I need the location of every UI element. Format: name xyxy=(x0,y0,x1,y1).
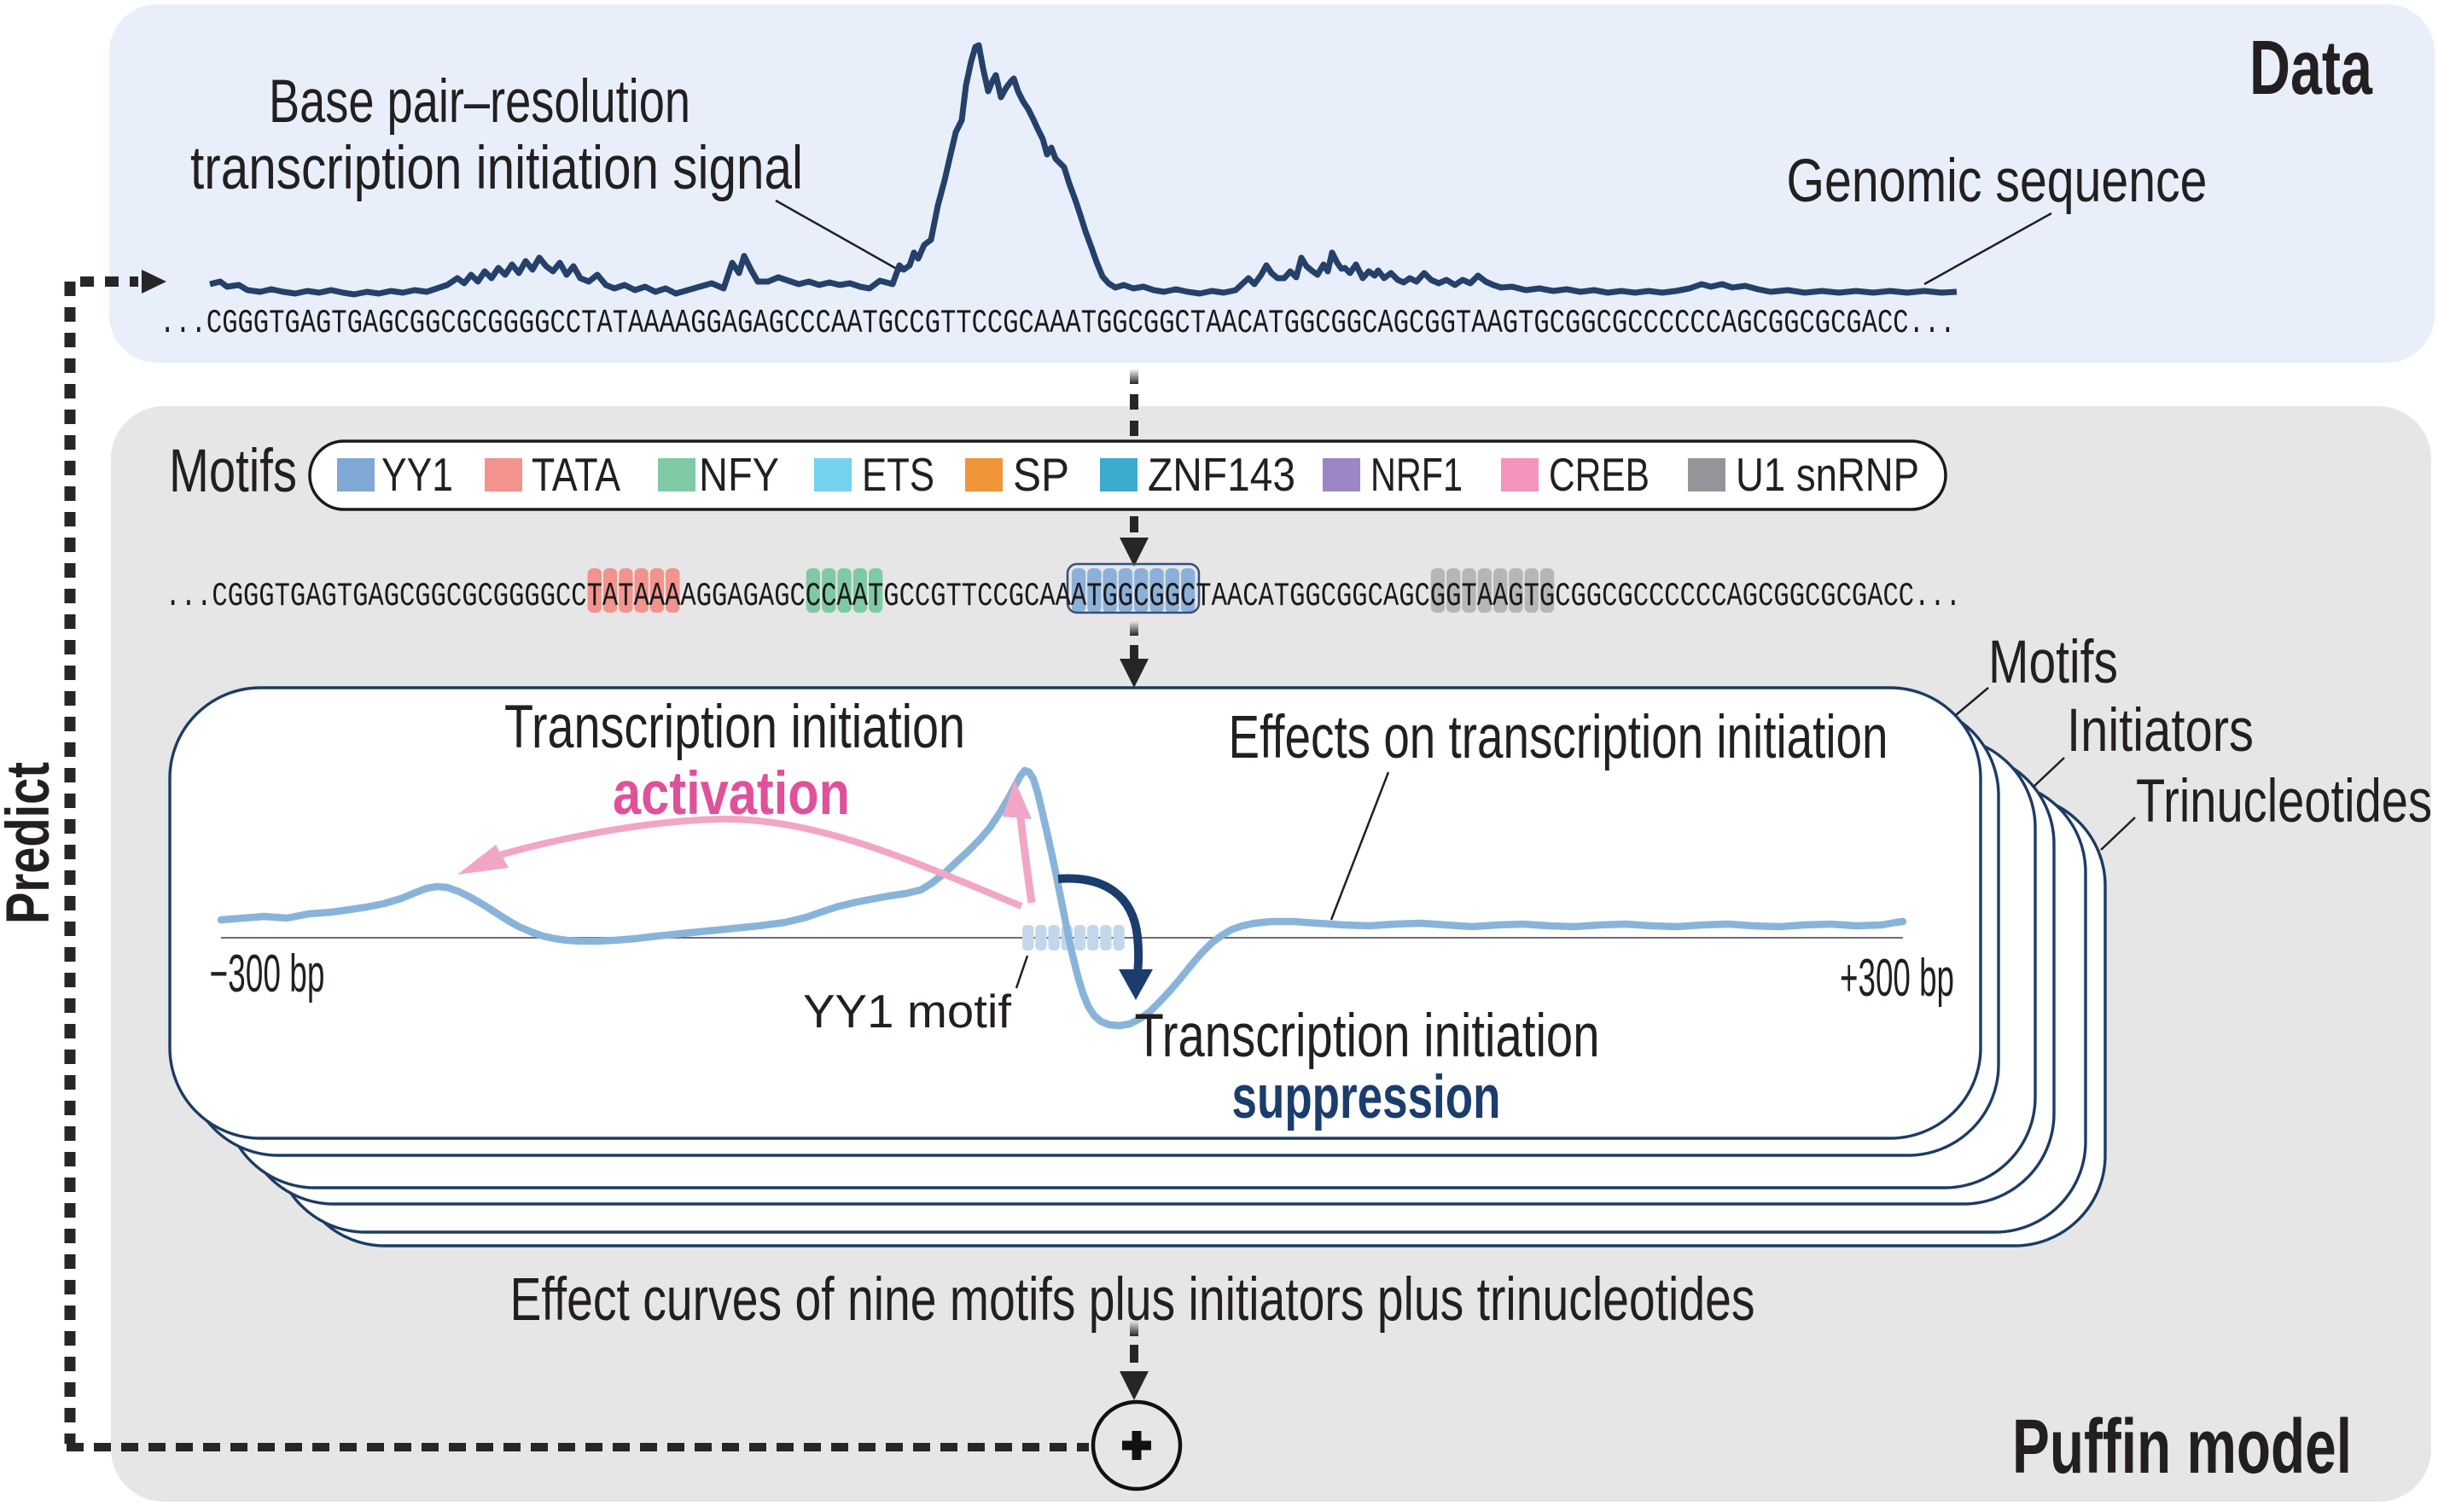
svg-text:NRF1: NRF1 xyxy=(1370,448,1463,501)
svg-text:CREB: CREB xyxy=(1549,448,1650,501)
svg-text:SP: SP xyxy=(1013,448,1069,501)
svg-text:Motifs: Motifs xyxy=(1988,629,2118,696)
svg-text:NFY: NFY xyxy=(699,448,779,501)
svg-text:Puffin model: Puffin model xyxy=(2012,1404,2352,1490)
svg-text:...CGGGTGAGTGAGCGGCGCGGGGCCTAT: ...CGGGTGAGTGAGCGGCGCGGGGCCTATAAAAGGAGAG… xyxy=(160,305,1956,342)
svg-text:Initiators: Initiators xyxy=(2067,697,2254,765)
svg-text:Base pair–resolution: Base pair–resolution xyxy=(269,68,690,136)
svg-text:YY1 motif: YY1 motif xyxy=(803,985,1012,1038)
svg-text:YY1: YY1 xyxy=(381,448,453,501)
svg-text:Transcription initiation: Transcription initiation xyxy=(1135,1003,1600,1070)
svg-text:TATA: TATA xyxy=(532,448,620,501)
svg-text:U1 snRNP: U1 snRNP xyxy=(1736,448,1919,501)
svg-text:ETS: ETS xyxy=(862,448,934,501)
svg-text:transcription initiation signa: transcription initiation signal xyxy=(190,135,803,202)
svg-text:ZNF143: ZNF143 xyxy=(1148,448,1295,501)
svg-text:Data: Data xyxy=(2249,26,2373,111)
svg-text:Predict: Predict xyxy=(0,762,62,924)
svg-text:...CGGGTGAGTGAGCGGCGCGGGGCCTAT: ...CGGGTGAGTGAGCGGCGCGGGGCCTATAAAAGGAGAG… xyxy=(166,578,1962,615)
svg-text:Trinucleotides: Trinucleotides xyxy=(2136,768,2432,835)
svg-text:Transcription initiation: Transcription initiation xyxy=(504,694,965,761)
svg-text:suppression: suppression xyxy=(1232,1064,1501,1131)
svg-text:Motifs: Motifs xyxy=(169,438,297,505)
svg-text:−300 bp: −300 bp xyxy=(210,945,325,1003)
svg-text:Effects on transcription initi: Effects on transcription initiation xyxy=(1229,704,1888,771)
svg-text:Genomic sequence: Genomic sequence xyxy=(1787,148,2208,215)
svg-text:+300 bp: +300 bp xyxy=(1840,949,1954,1008)
